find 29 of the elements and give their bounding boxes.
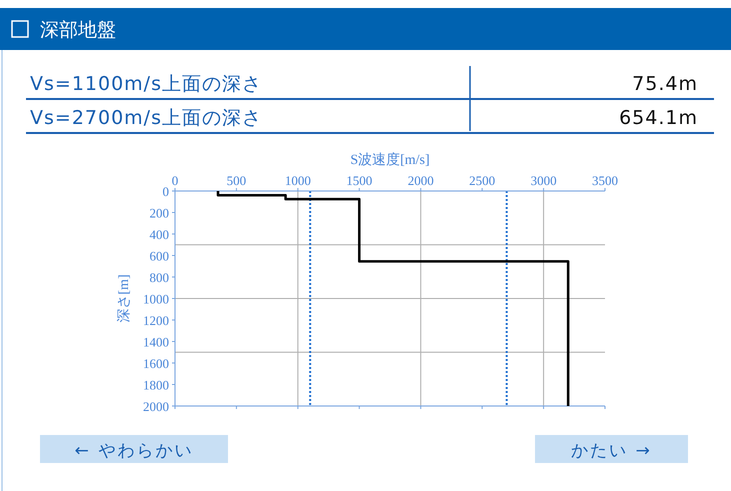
x-tick-label: 2000	[408, 173, 434, 188]
text: 654.1m	[619, 107, 698, 129]
y-tick-label: 600	[150, 248, 169, 264]
y-tick-label: 400	[150, 227, 169, 242]
text: Vs=1100m/s上面の深さ	[30, 73, 262, 95]
x-axis-title: S波速度[m/s]	[350, 152, 430, 168]
line-series	[216, 190, 570, 408]
y-tick-label: 1400	[143, 334, 169, 350]
x-tick-label: 1000	[284, 173, 311, 188]
x-tick-label: 1500	[346, 173, 372, 188]
x-tick-label: 3500	[592, 173, 618, 188]
y-tick-label: 1600	[143, 356, 169, 371]
x-tick-label: 3000	[530, 173, 557, 188]
x-tick-label: 0	[172, 173, 178, 188]
y-tick-label: 1200	[143, 313, 169, 328]
y-tick-label: 800	[150, 270, 169, 285]
text: 75.4m	[632, 73, 698, 95]
y-tick-label: 0	[162, 184, 169, 199]
y-axis-title: 深さ[m]	[116, 274, 132, 323]
x-tick-label: 2500	[469, 173, 496, 188]
text: Vs=2700m/s上面の深さ	[30, 107, 262, 129]
y-tick-label: 1800	[143, 378, 169, 392]
y-tick-label: 1000	[143, 292, 169, 306]
chart-title: 深部地盤	[40, 19, 116, 41]
y-tick-label: 2000	[143, 399, 169, 414]
text: かたい →	[571, 441, 652, 461]
text: ← やわらかい	[74, 441, 194, 461]
y-tick-label: 200	[150, 206, 169, 220]
x-tick-label: 500	[226, 173, 246, 188]
